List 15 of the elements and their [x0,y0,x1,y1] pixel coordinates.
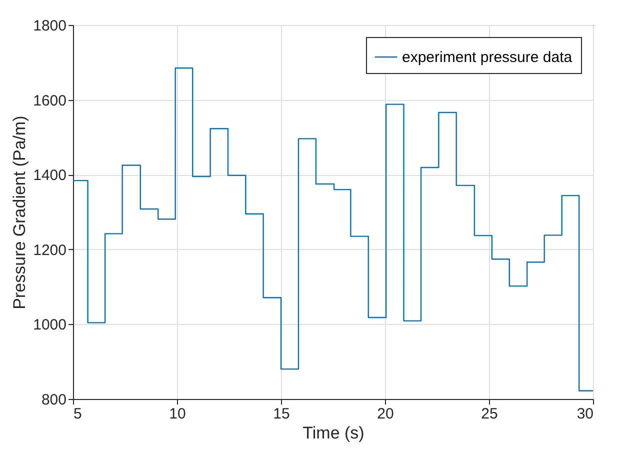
x-tick-label: 15 [273,406,290,422]
x-tick-label: 10 [169,406,186,422]
y-tick-label: 1800 [33,18,66,34]
x-tick-label: 30 [576,406,594,422]
x-tick-label: 20 [377,406,394,422]
legend-label: experiment pressure data [402,49,573,66]
y-tick-label: 1200 [33,242,66,259]
y-tick-label: 1600 [33,92,66,110]
y-tick-label: 800 [41,392,66,408]
y-tick-label: 1400 [33,167,66,184]
x-axis-title: Time (s) [302,424,364,442]
x-tick-label: 25 [481,406,498,422]
y-tick-label: 1000 [33,316,66,334]
x-tick-label: 5 [74,406,82,422]
y-axis-title: Pressure Gradient (Pa/m) [10,116,30,310]
